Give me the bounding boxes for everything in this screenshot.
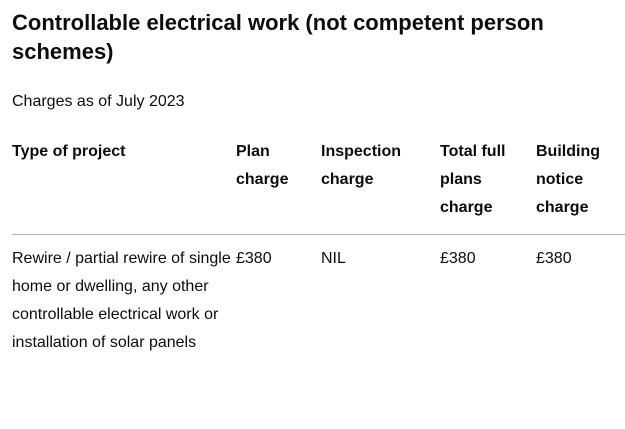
cell-total-full-plans-charge: £380 [440, 250, 476, 267]
column-header-total-full-plans-charge: Total full plans charge [440, 138, 536, 235]
column-header-label: Inspection charge [321, 143, 402, 188]
table-header: Type of project Plan charge Inspection c… [12, 138, 625, 235]
column-header-type-of-project: Type of project [12, 138, 236, 235]
table-row: Rewire / partial rewire of single home o… [12, 235, 625, 358]
column-header-inspection-charge: Inspection charge [321, 138, 440, 235]
column-header-plan-charge: Plan charge [236, 138, 321, 235]
column-header-label: Building notice charge [536, 143, 600, 216]
cell-inspection-charge: NIL [321, 250, 346, 267]
charges-table: Type of project Plan charge Inspection c… [12, 138, 625, 357]
column-header-label: Plan charge [236, 143, 289, 188]
cell-plan-charge: £380 [236, 250, 272, 267]
column-header-label: Total full plans charge [440, 143, 506, 216]
table-header-row: Type of project Plan charge Inspection c… [12, 138, 625, 235]
column-header-building-notice-charge: Building notice charge [536, 138, 625, 235]
table-body: Rewire / partial rewire of single home o… [12, 235, 625, 358]
section-heading: Controllable electrical work (not compet… [12, 10, 544, 64]
charges-date-text: Charges as of July 2023 [12, 93, 185, 110]
column-header-label: Type of project [12, 143, 126, 160]
cell-type-of-project: Rewire / partial rewire of single home o… [12, 250, 231, 351]
cell-building-notice-charge: £380 [536, 250, 572, 267]
